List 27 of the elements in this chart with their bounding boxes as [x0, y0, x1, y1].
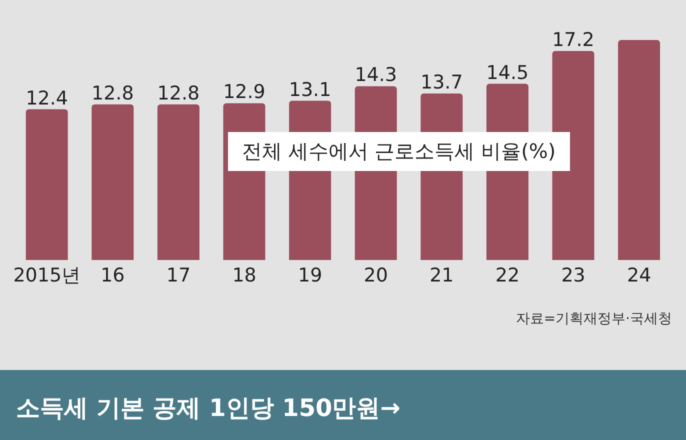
data-label: 12.9 [223, 81, 266, 104]
bar [92, 104, 134, 260]
x-tick-label: 24 [627, 264, 652, 286]
bar [618, 40, 660, 260]
data-label: 13.7 [420, 71, 463, 94]
x-tick-label: 20 [364, 264, 388, 286]
x-tick-label: 23 [561, 264, 586, 286]
data-label: 14.5 [486, 62, 529, 84]
data-label: 14.3 [354, 64, 397, 86]
data-label: 12.8 [91, 82, 134, 104]
data-label: 12.4 [26, 87, 68, 110]
data-label: 13.1 [288, 78, 332, 101]
text: 자료=기획재정부·국세청 [516, 310, 672, 328]
x-tick-label: 16 [100, 264, 125, 286]
x-tick-label: 22 [495, 264, 520, 286]
bar [26, 109, 68, 260]
text: 전체 세수에서 근로소득세 비율(%) [228, 132, 570, 171]
bar [552, 50, 594, 260]
data-label: 12.8 [157, 82, 200, 104]
x-tick-label: 19 [298, 264, 322, 286]
data-label: 17.2 [552, 28, 594, 51]
x-tick-label: 2015년 [13, 264, 81, 286]
x-tick-label: 18 [232, 264, 256, 286]
x-tick-label: 21 [430, 264, 454, 286]
x-tick-label: 17 [166, 264, 191, 286]
bar [157, 104, 200, 260]
text: 소득세 기본 공제 1인당 150만원→ [16, 393, 400, 424]
